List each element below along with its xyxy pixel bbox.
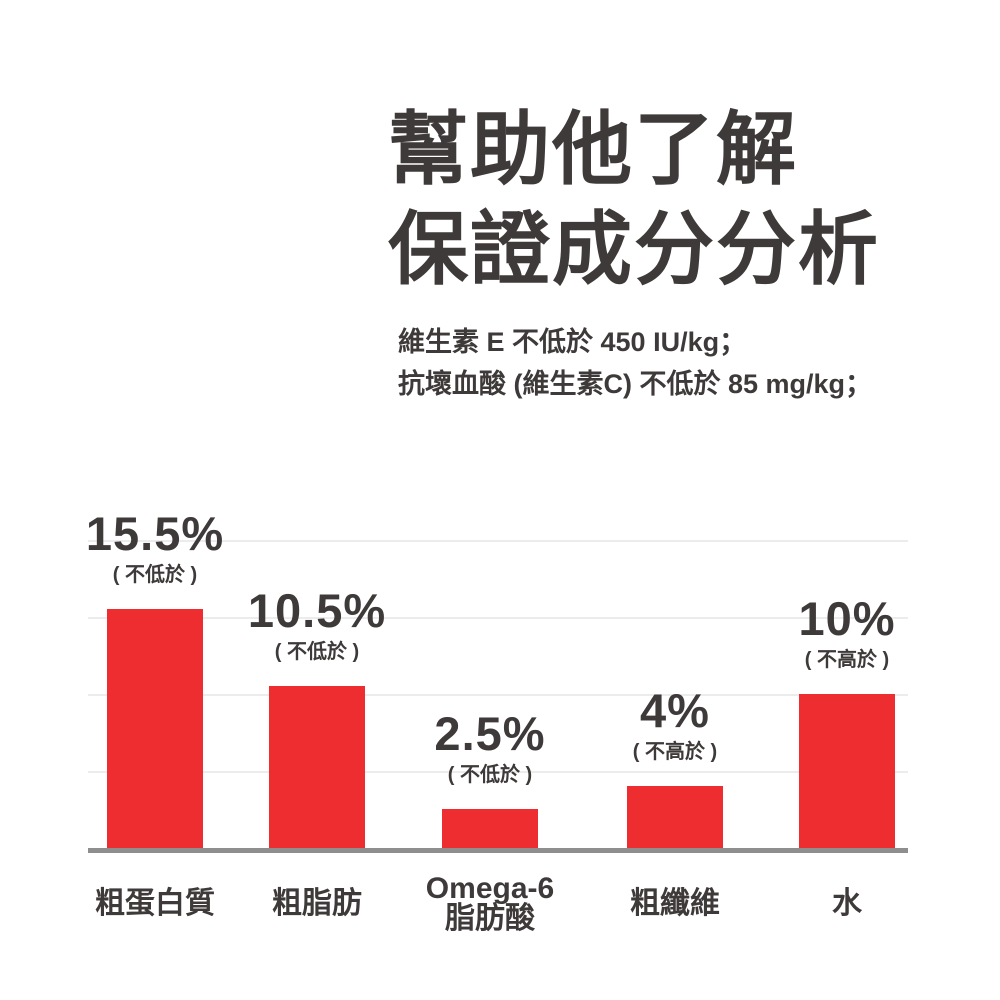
bar-4 (627, 786, 723, 848)
bar-category-label: 粗纖維 (630, 874, 720, 934)
bar-value-label: 10% (798, 592, 896, 645)
bar-category-label: 粗蛋白質 (95, 874, 215, 934)
bar-qualifier-label: ( 不低於 ) (274, 641, 360, 663)
bar-category-line: 粗纖維 (630, 887, 720, 920)
bar-value-label: 10.5% (247, 584, 387, 637)
gridline (88, 694, 908, 696)
bar-label-group: 2.5% ( 不低於 ) (434, 708, 545, 787)
x-axis-line (88, 848, 908, 853)
bar-3 (442, 809, 538, 848)
bar-qualifier-label: ( 不低於 ) (447, 764, 533, 786)
bar-qualifier-label: ( 不高於 ) (632, 741, 718, 763)
bar-value-label: 4% (640, 684, 710, 737)
bar-1 (107, 609, 203, 848)
bar-category-label: Omega-6 脂肪酸 (426, 874, 554, 934)
bar-qualifier-label: ( 不高於 ) (804, 649, 890, 671)
bar-value-label: 15.5% (85, 507, 225, 560)
bar-category-line: 水 (832, 887, 862, 920)
gridline (88, 617, 908, 619)
bar-category-label: 粗脂肪 (272, 874, 362, 934)
bar-category-line: 脂肪酸 (444, 902, 535, 935)
subtitle-line1: 維生素 E 不低於 450 IU/kg； (398, 327, 747, 357)
gridline (88, 771, 908, 773)
bar-label-group: 15.5% ( 不低於 ) (86, 508, 224, 587)
bar-2 (269, 686, 365, 848)
bar-label-group: 4% ( 不高於 ) (633, 685, 717, 764)
bar-category-line: 粗蛋白質 (95, 887, 215, 920)
bar-value-label: 2.5% (434, 707, 546, 760)
page-title-line1: 幫助他了解 (388, 105, 798, 194)
page-title: 幫助他了解 保證成分分析 (388, 100, 880, 300)
subtitle-line2: 抗壞血酸 (維生素C) 不低於 85 mg/kg； (398, 369, 873, 399)
bar-label-group: 10.5% ( 不低於 ) (248, 585, 386, 664)
bar-category-line: Omega-6 (425, 872, 555, 905)
bar-label-group: 10% ( 不高於 ) (798, 593, 895, 672)
bar-qualifier-label: ( 不低於 ) (112, 564, 198, 586)
bar-5 (799, 694, 895, 848)
gridline (88, 540, 908, 542)
page-title-line2: 保證成分分析 (388, 205, 880, 294)
bar-category-line: 粗脂肪 (272, 887, 362, 920)
bar-category-label: 水 (832, 874, 862, 934)
subtitle: 維生素 E 不低於 450 IU/kg； 抗壞血酸 (維生素C) 不低於 85 … (398, 321, 872, 405)
